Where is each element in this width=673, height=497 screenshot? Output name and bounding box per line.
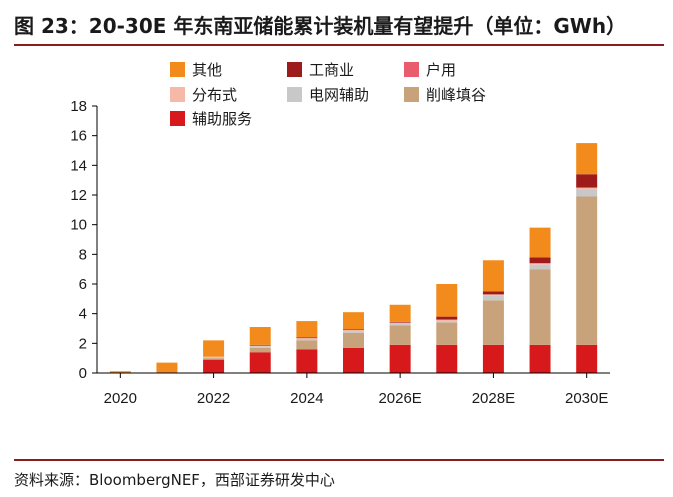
bar-2024-series-6 [296, 321, 318, 338]
x-tick-label: 2030E [565, 390, 608, 407]
bar-2027e-series-6 [436, 284, 458, 317]
bar-2030e-series-0 [576, 344, 598, 373]
x-axis: 2020 2022 2024 2026E 2028E 2030E [97, 372, 610, 407]
bar-2028e-series-1 [482, 300, 504, 345]
bar-2025-series-2 [343, 331, 364, 333]
bar-2030e-series-3 [576, 187, 598, 190]
bar-2026e-series-0 [389, 344, 411, 373]
bar-2023-series-0 [249, 352, 271, 373]
bar-2029e-series-6 [529, 227, 551, 258]
bar-2025-series-0 [343, 347, 364, 373]
bar-2029e-series-0 [529, 344, 551, 373]
bar-2029e-series-1 [529, 269, 551, 345]
y-tick-label: 12 [70, 187, 87, 204]
bar-2029e-series-5 [529, 257, 551, 264]
x-tick-label: 2020 [104, 390, 137, 407]
bar-2023-series-6 [249, 327, 271, 345]
bar-2030e-series-6 [576, 143, 598, 175]
bar-2023-series-2 [249, 346, 271, 348]
y-tick-label: 14 [70, 157, 87, 174]
legend-swatch [170, 62, 185, 77]
legend-label: 户用 [426, 61, 456, 79]
legend-label: 辅助服务 [192, 110, 252, 128]
legend-label: 电网辅助 [309, 86, 369, 104]
bar-2025-series-1 [343, 332, 364, 348]
bar-2028e-series-2 [482, 295, 504, 301]
bar-2024-series-3 [296, 338, 318, 339]
bar-2029e-series-3 [529, 263, 551, 265]
bar-2024-series-5 [296, 337, 318, 339]
bar-2024-series-0 [296, 349, 318, 373]
bar-2027e-series-0 [436, 344, 458, 373]
y-tick-label: 18 [70, 98, 87, 115]
bar-2028e-series-0 [482, 344, 504, 373]
bar-2029e-series-2 [529, 264, 551, 270]
y-tick-label: 6 [79, 276, 87, 293]
y-tick-label: 0 [79, 365, 87, 382]
bar-2022-series-1 [203, 358, 225, 360]
legend-label: 削峰填谷 [426, 86, 486, 104]
bar-2023-series-1 [249, 347, 271, 353]
legend-swatch [404, 62, 419, 77]
x-tick-label: 2022 [197, 390, 230, 407]
bar-2027e-series-5 [436, 316, 458, 320]
bar-2026e-series-1 [389, 325, 411, 345]
legend-label: 分布式 [192, 86, 237, 104]
legend-swatch [287, 87, 302, 102]
bar-2022-series-2 [203, 357, 225, 359]
bar-2022-series-6 [203, 340, 225, 357]
bar-2024-series-2 [296, 338, 318, 341]
y-tick-label: 16 [70, 128, 87, 145]
legend-label: 其他 [192, 61, 222, 79]
bar-2023-series-3 [249, 345, 271, 347]
bar-2023-series-5 [249, 344, 271, 346]
bar-2021-series-6 [156, 362, 178, 373]
bar-2030e-series-1 [576, 196, 598, 345]
bar-2026e-series-3 [389, 322, 411, 325]
bar-2020-series-6 [109, 371, 131, 373]
y-tick-label: 4 [79, 306, 87, 323]
bar-2022-series-3 [203, 356, 225, 358]
y-axis: 0 2 4 6 8 10 12 14 16 18 [70, 98, 98, 382]
bar-2027e-series-1 [436, 322, 458, 345]
bar-2024-series-1 [296, 340, 318, 350]
bar-2028e-series-6 [482, 260, 504, 292]
bar-2030e-series-2 [576, 189, 598, 197]
source-divider [14, 459, 664, 461]
bar-2028e-series-5 [482, 291, 504, 295]
y-tick-label: 2 [79, 335, 87, 352]
title-divider [14, 44, 664, 46]
bar-2025-series-6 [343, 312, 364, 330]
bar-2027e-series-3 [436, 319, 458, 322]
x-tick-label: 2026E [378, 390, 421, 407]
bar-2026e-series-6 [389, 304, 411, 322]
bar-2028e-series-3 [482, 294, 504, 296]
y-tick-label: 8 [79, 246, 87, 263]
legend-swatch [170, 111, 185, 126]
bar-2022-series-0 [203, 359, 225, 373]
bar-2025-series-5 [343, 329, 364, 330]
legend-label: 工商业 [309, 61, 354, 79]
x-tick-label: 2024 [290, 390, 323, 407]
bar-2027e-series-2 [436, 321, 458, 323]
x-tick-label: 2028E [472, 390, 515, 407]
bar-2026e-series-5 [389, 321, 411, 323]
source-note: 资料来源：BloombergNEF，西部证券研发中心 [14, 471, 335, 489]
figure-title: 图 23：20-30E 年东南亚储能累计装机量有望提升（单位：GWh） [14, 14, 627, 38]
bar-2030e-series-5 [576, 174, 598, 188]
legend-swatch [404, 87, 419, 102]
legend-swatch [287, 62, 302, 77]
bar-2025-series-3 [343, 329, 364, 332]
legend-swatch [170, 87, 185, 102]
chart-bars [109, 143, 598, 373]
bar-2026e-series-2 [389, 324, 411, 326]
y-tick-label: 10 [70, 217, 87, 234]
